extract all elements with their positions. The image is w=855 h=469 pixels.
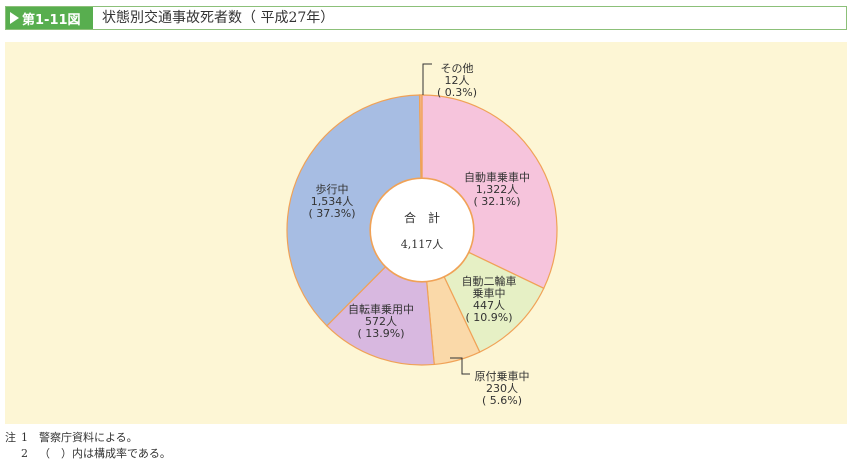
donut-hole (370, 178, 474, 282)
slice-label-1-line-2: 447人 (473, 299, 505, 312)
center-label-total: 4,117人 (401, 238, 444, 251)
slice-label-5-line-0: その他 (441, 62, 474, 75)
slice-label-1-line-1: 乗車中 (473, 286, 506, 300)
figure-number-badge: 第1-11図 (6, 7, 93, 29)
note-2: 2 （ ）内は構成率である。 (5, 446, 171, 462)
note-label: 注 (5, 431, 16, 444)
slice-label-2-line-2: ( 5.6%) (482, 394, 522, 407)
note-text: 警察庁資料による。 (39, 431, 138, 444)
slice-label-2-line-1: 230人 (486, 382, 518, 395)
triangle-icon (10, 12, 19, 24)
slice-label-0-line-2: ( 32.1%) (473, 195, 520, 208)
slice-label-3-line-2: ( 13.9%) (357, 327, 404, 340)
slice-label-4-line-0: 歩行中 (316, 182, 349, 196)
slice-label-4-line-2: ( 37.3%) (308, 207, 355, 220)
slice-label-1-line-3: ( 10.9%) (465, 311, 512, 324)
note-text: （ ）内は構成率である。 (39, 447, 171, 460)
slice-label-3-line-0: 自転車乗用中 (348, 302, 414, 316)
slice-label-3-line-1: 572人 (365, 315, 397, 328)
slice-label-4-line-1: 1,534人 (311, 195, 354, 208)
slice-label-0-line-1: 1,322人 (476, 183, 519, 196)
leader-line-5 (422, 63, 432, 95)
figure-number: 第1-11図 (22, 12, 81, 28)
slice-label-0-line-0: 自動車乗車中 (464, 170, 530, 184)
figure-title: 状態別交通事故死者数（ 平成27年） (102, 10, 335, 26)
leader-line-2 (450, 357, 470, 375)
note-number: 2 (21, 447, 28, 460)
note-1: 注 1 警察庁資料による。 (5, 430, 171, 446)
center-label-title: 合 計 (404, 210, 440, 225)
figure-title-bar: 第1-11図 状態別交通事故死者数（ 平成27年） (5, 6, 847, 30)
slice-label-5-line-2: ( 0.3%) (437, 86, 477, 99)
note-number: 1 (21, 431, 28, 444)
slice-label-2-line-0: 原付乗車中 (475, 369, 530, 383)
slice-label-1-line-0: 自動二輪車 (462, 274, 517, 288)
slice-label-5-line-1: 12人 (445, 74, 470, 87)
notes: 注 1 警察庁資料による。 2 （ ）内は構成率である。 (5, 430, 171, 462)
